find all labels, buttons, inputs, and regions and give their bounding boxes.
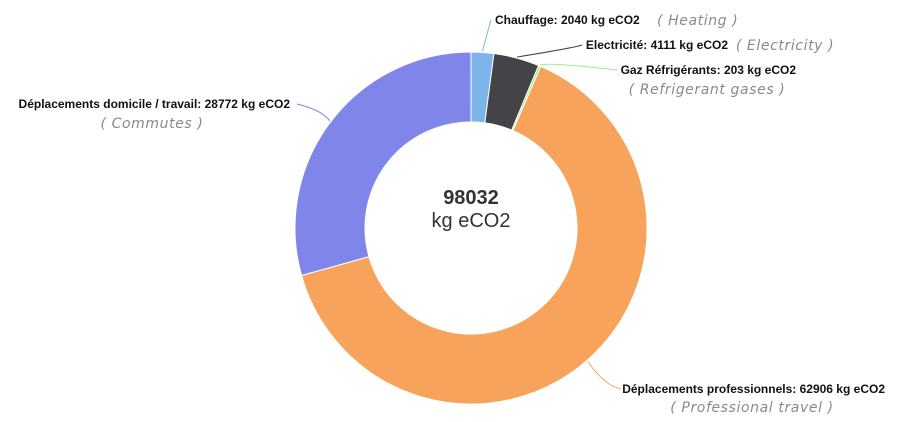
slice-4[interactable] [294,51,472,277]
slice-label-3: Déplacements professionnels: 62906 kg eC… [622,382,885,396]
slice-label-4: Déplacements domicile / travail: 28772 k… [19,97,291,111]
slice-label-0: Chauffage: 2040 kg eCO2 [495,13,640,27]
labels-group: Chauffage: 2040 kg eCO2 ( Heating ) Electr… [19,13,886,416]
slice-label-1: Electricité: 4111 kg eCO2 [586,38,728,52]
slices-group [294,51,648,405]
slice-3[interactable] [300,65,648,405]
slice-translation-4: ( Commutes ) [101,116,204,132]
connector-1 [516,44,583,58]
slice-translation-1: ( Electricity ) [736,38,834,54]
slice-translation-3: ( Professional travel ) [670,400,833,416]
center-total: 98032 [443,187,499,209]
center-unit: kg eCO2 [432,210,511,232]
slice-translation-0: ( Heating ) [657,13,738,29]
connector-2 [539,63,618,71]
connectors-group [296,19,622,390]
slice-translation-2: ( Refrigerant gases ) [629,82,786,98]
connector-0 [482,19,492,52]
connector-4 [296,103,331,122]
slice-label-2: Gaz Réfrigérants: 203 kg eCO2 [621,63,797,77]
connector-3 [587,360,622,390]
